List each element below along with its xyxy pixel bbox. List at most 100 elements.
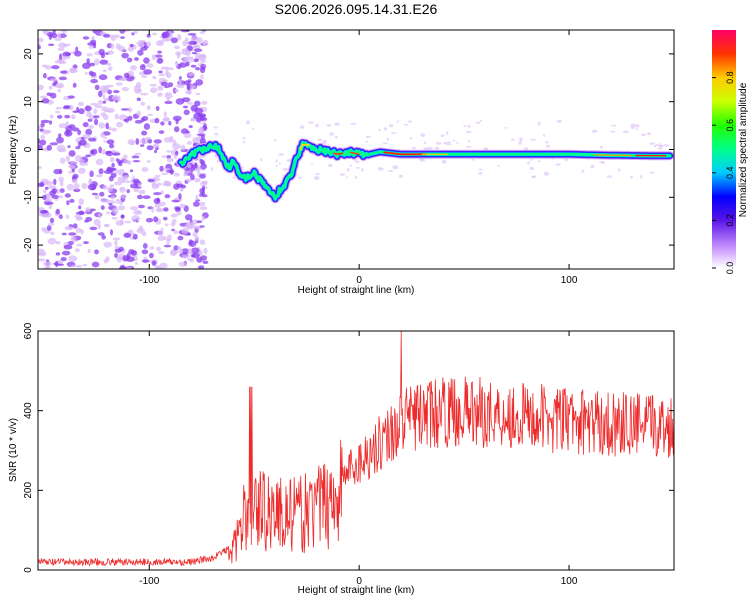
y-tick-label: 400 xyxy=(23,402,34,419)
noise-blob xyxy=(300,125,305,128)
noise-blob xyxy=(122,87,129,91)
noise-blob xyxy=(148,179,155,183)
noise-blob xyxy=(161,82,168,87)
noise-blob xyxy=(43,261,51,266)
noise-blob xyxy=(188,248,193,254)
noise-blob xyxy=(192,232,197,237)
noise-blob xyxy=(123,177,128,181)
noise-blob xyxy=(199,174,206,179)
noise-blob xyxy=(103,70,107,73)
noise-blob xyxy=(143,195,151,199)
noise-blob xyxy=(133,160,141,162)
noise-blob xyxy=(50,232,54,235)
noise-blob xyxy=(156,208,164,213)
noise-blob xyxy=(213,127,218,129)
noise-blob xyxy=(314,176,320,180)
noise-blob xyxy=(130,44,134,47)
noise-blob xyxy=(137,195,143,200)
colorbar-label: Normalized spectral amplitude xyxy=(738,82,749,217)
noise-blob xyxy=(137,50,143,56)
noise-blob xyxy=(165,70,168,77)
noise-blob xyxy=(650,142,655,144)
noise-blob xyxy=(90,40,96,45)
noise-blob xyxy=(94,119,98,125)
noise-blob xyxy=(408,120,412,122)
noise-blob xyxy=(468,140,470,143)
spectrogram-xlabel: Height of straight line (km) xyxy=(298,285,415,296)
noise-blob xyxy=(480,120,482,122)
noise-blob xyxy=(635,124,640,127)
noise-blob xyxy=(519,138,523,142)
colorbar: 0.00.20.40.60.8 Normalized spectral ampl… xyxy=(712,30,749,274)
noise-blob xyxy=(164,137,173,143)
noise-blob xyxy=(194,59,199,63)
noise-blob xyxy=(350,165,352,167)
noise-blob xyxy=(166,97,170,101)
y-tick-label: 20 xyxy=(23,48,34,60)
noise-blob xyxy=(111,38,116,41)
noise-blob xyxy=(100,60,108,65)
noise-blob xyxy=(61,257,67,261)
noise-blob xyxy=(103,242,111,248)
noise-blob xyxy=(154,139,162,143)
noise-blob xyxy=(49,86,53,90)
y-tick-label: 0 xyxy=(23,567,34,573)
noise-blob xyxy=(183,173,188,176)
noise-blob xyxy=(168,82,173,87)
noise-blob xyxy=(138,40,146,43)
noise-blob xyxy=(140,64,146,70)
noise-blob xyxy=(50,93,56,99)
noise-blob xyxy=(162,118,169,122)
noise-blob xyxy=(600,146,603,149)
noise-blob xyxy=(664,144,669,147)
noise-blob xyxy=(150,84,157,87)
noise-blob xyxy=(399,175,403,178)
noise-blob xyxy=(75,155,82,162)
noise-blob xyxy=(111,195,115,200)
noise-blob xyxy=(130,169,133,172)
noise-blob xyxy=(298,177,302,179)
noise-blob xyxy=(200,64,206,70)
noise-blob xyxy=(85,106,92,112)
noise-blob xyxy=(198,265,204,269)
noise-blob xyxy=(200,255,207,260)
noise-blob xyxy=(155,118,160,124)
noise-blob xyxy=(57,145,66,152)
noise-blob xyxy=(127,139,135,145)
noise-blob xyxy=(317,139,322,141)
noise-blob xyxy=(174,89,178,92)
noise-blob xyxy=(456,142,459,144)
noise-blob xyxy=(84,220,89,223)
noise-blob xyxy=(366,136,371,138)
noise-blob xyxy=(56,137,64,144)
noise-blob xyxy=(105,123,109,130)
noise-blob xyxy=(164,111,167,117)
noise-blob xyxy=(446,131,448,135)
noise-blob xyxy=(184,171,192,173)
noise-blob xyxy=(67,184,74,191)
noise-blob xyxy=(179,262,187,267)
noise-blob xyxy=(119,247,124,252)
noise-blob xyxy=(88,184,97,191)
noise-blob xyxy=(68,255,77,262)
noise-blob xyxy=(140,144,144,147)
noise-blob xyxy=(173,140,177,146)
noise-blob xyxy=(81,183,87,189)
noise-blob xyxy=(636,128,638,130)
noise-blob xyxy=(233,177,236,179)
noise-blob xyxy=(49,190,56,195)
noise-blob xyxy=(397,120,399,122)
noise-blob xyxy=(83,241,89,244)
noise-blob xyxy=(104,259,108,264)
noise-blob xyxy=(278,153,284,155)
noise-blob xyxy=(276,159,278,162)
noise-blob xyxy=(94,59,99,66)
noise-blob xyxy=(55,60,58,63)
noise-blob xyxy=(308,122,314,124)
noise-blob xyxy=(147,105,151,110)
noise-blob xyxy=(201,101,207,105)
noise-blob xyxy=(142,232,147,236)
noise-blob xyxy=(124,160,130,164)
noise-blob xyxy=(118,46,125,52)
noise-blob xyxy=(53,179,56,185)
